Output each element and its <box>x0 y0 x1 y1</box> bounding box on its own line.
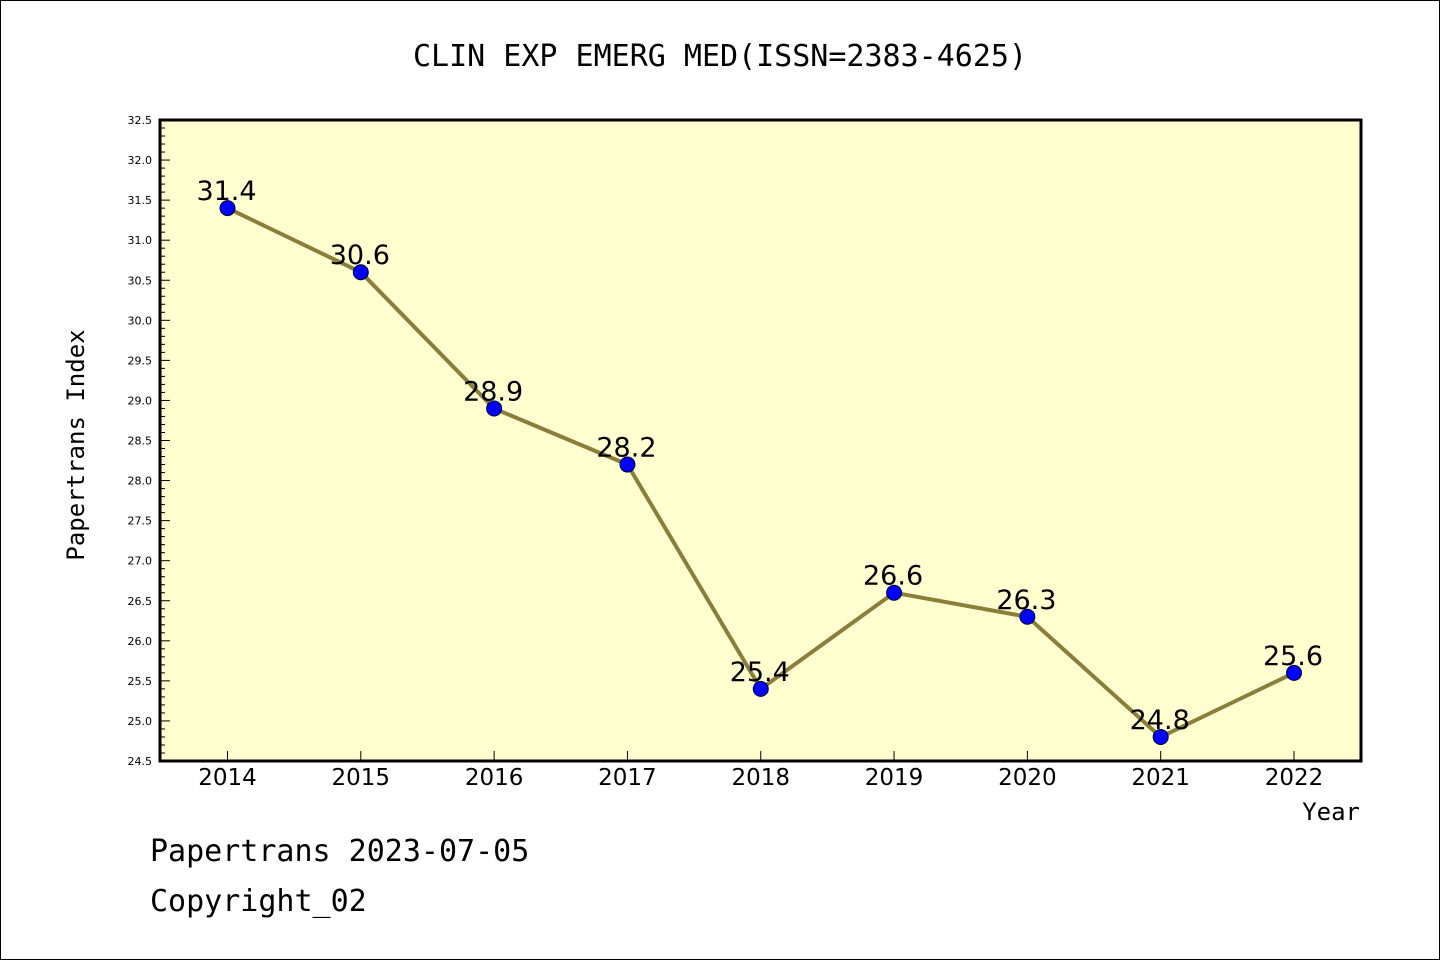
y-tick-label: 32.0 <box>128 154 153 167</box>
y-axis-label: Papertrans Index <box>62 329 90 560</box>
y-tick-label: 24.5 <box>128 755 153 768</box>
x-tick-label: 2019 <box>865 765 924 791</box>
data-label: 28.9 <box>463 376 523 407</box>
data-label: 25.6 <box>1263 641 1323 672</box>
footer-copyright: Copyright_02 <box>150 884 367 919</box>
data-point <box>886 584 903 601</box>
data-point <box>1019 608 1036 625</box>
y-tick-label: 30.5 <box>128 274 153 287</box>
plot-area <box>158 118 1363 763</box>
data-label: 26.6 <box>863 561 923 592</box>
chart-title: CLIN EXP EMERG MED(ISSN=2383-4625) <box>413 39 1027 74</box>
y-tick-label: 29.0 <box>128 394 153 407</box>
x-tick-label: 2016 <box>465 765 524 791</box>
y-tick-label: 25.5 <box>128 675 153 688</box>
data-point <box>1152 728 1169 745</box>
y-tick-label: 26.0 <box>128 635 153 648</box>
x-tick-label: 2022 <box>1265 765 1324 791</box>
x-tick-label: 2018 <box>731 765 790 791</box>
y-tick-label: 31.5 <box>128 194 153 207</box>
y-tick-label: 32.5 <box>128 114 153 127</box>
data-point <box>619 456 636 473</box>
y-tick-label: 31.0 <box>128 234 153 247</box>
data-label: 28.2 <box>596 433 656 464</box>
y-tick-label: 26.5 <box>128 595 153 608</box>
y-tick-label: 29.5 <box>128 354 153 367</box>
data-label: 24.8 <box>1130 705 1190 736</box>
data-label: 26.3 <box>996 585 1056 616</box>
data-point <box>1286 664 1302 681</box>
data-point <box>219 200 236 217</box>
y-tick-label: 28.0 <box>128 475 153 488</box>
x-tick-label: 2017 <box>598 765 657 791</box>
data-label: 30.6 <box>330 240 390 271</box>
x-tick-label: 2014 <box>198 765 257 791</box>
data-label: 25.4 <box>730 657 790 688</box>
y-tick-label: 27.5 <box>128 515 153 528</box>
data-label: 31.4 <box>196 176 256 207</box>
x-tick-label: 2021 <box>1131 765 1190 791</box>
y-tick-label: 28.5 <box>128 435 153 448</box>
x-axis: 2014 2015 2016 2017 2018 2019 2020 2021 2022 <box>198 751 1323 791</box>
y-tick-label: 25.0 <box>128 715 153 728</box>
x-tick-label: 2015 <box>332 765 391 791</box>
y-axis: 24.5 25.0 25.5 26.0 26.5 27.0 27.5 28.0 28.5 29.0… <box>128 114 170 768</box>
data-points <box>219 200 1302 745</box>
y-tick-label: 30.0 <box>128 314 153 327</box>
data-point <box>752 680 769 697</box>
data-point <box>486 400 503 417</box>
x-tick-label: 2020 <box>998 765 1057 791</box>
data-labels: 31.4 30.6 28.9 28.2 25.4 26.6 26.3 24.8 25.6 <box>196 176 1323 736</box>
x-axis-label: Year <box>1302 798 1360 826</box>
y-tick-label: 27.0 <box>128 555 153 568</box>
footer-date: Papertrans 2023-07-05 <box>150 834 530 869</box>
data-point <box>352 264 369 281</box>
